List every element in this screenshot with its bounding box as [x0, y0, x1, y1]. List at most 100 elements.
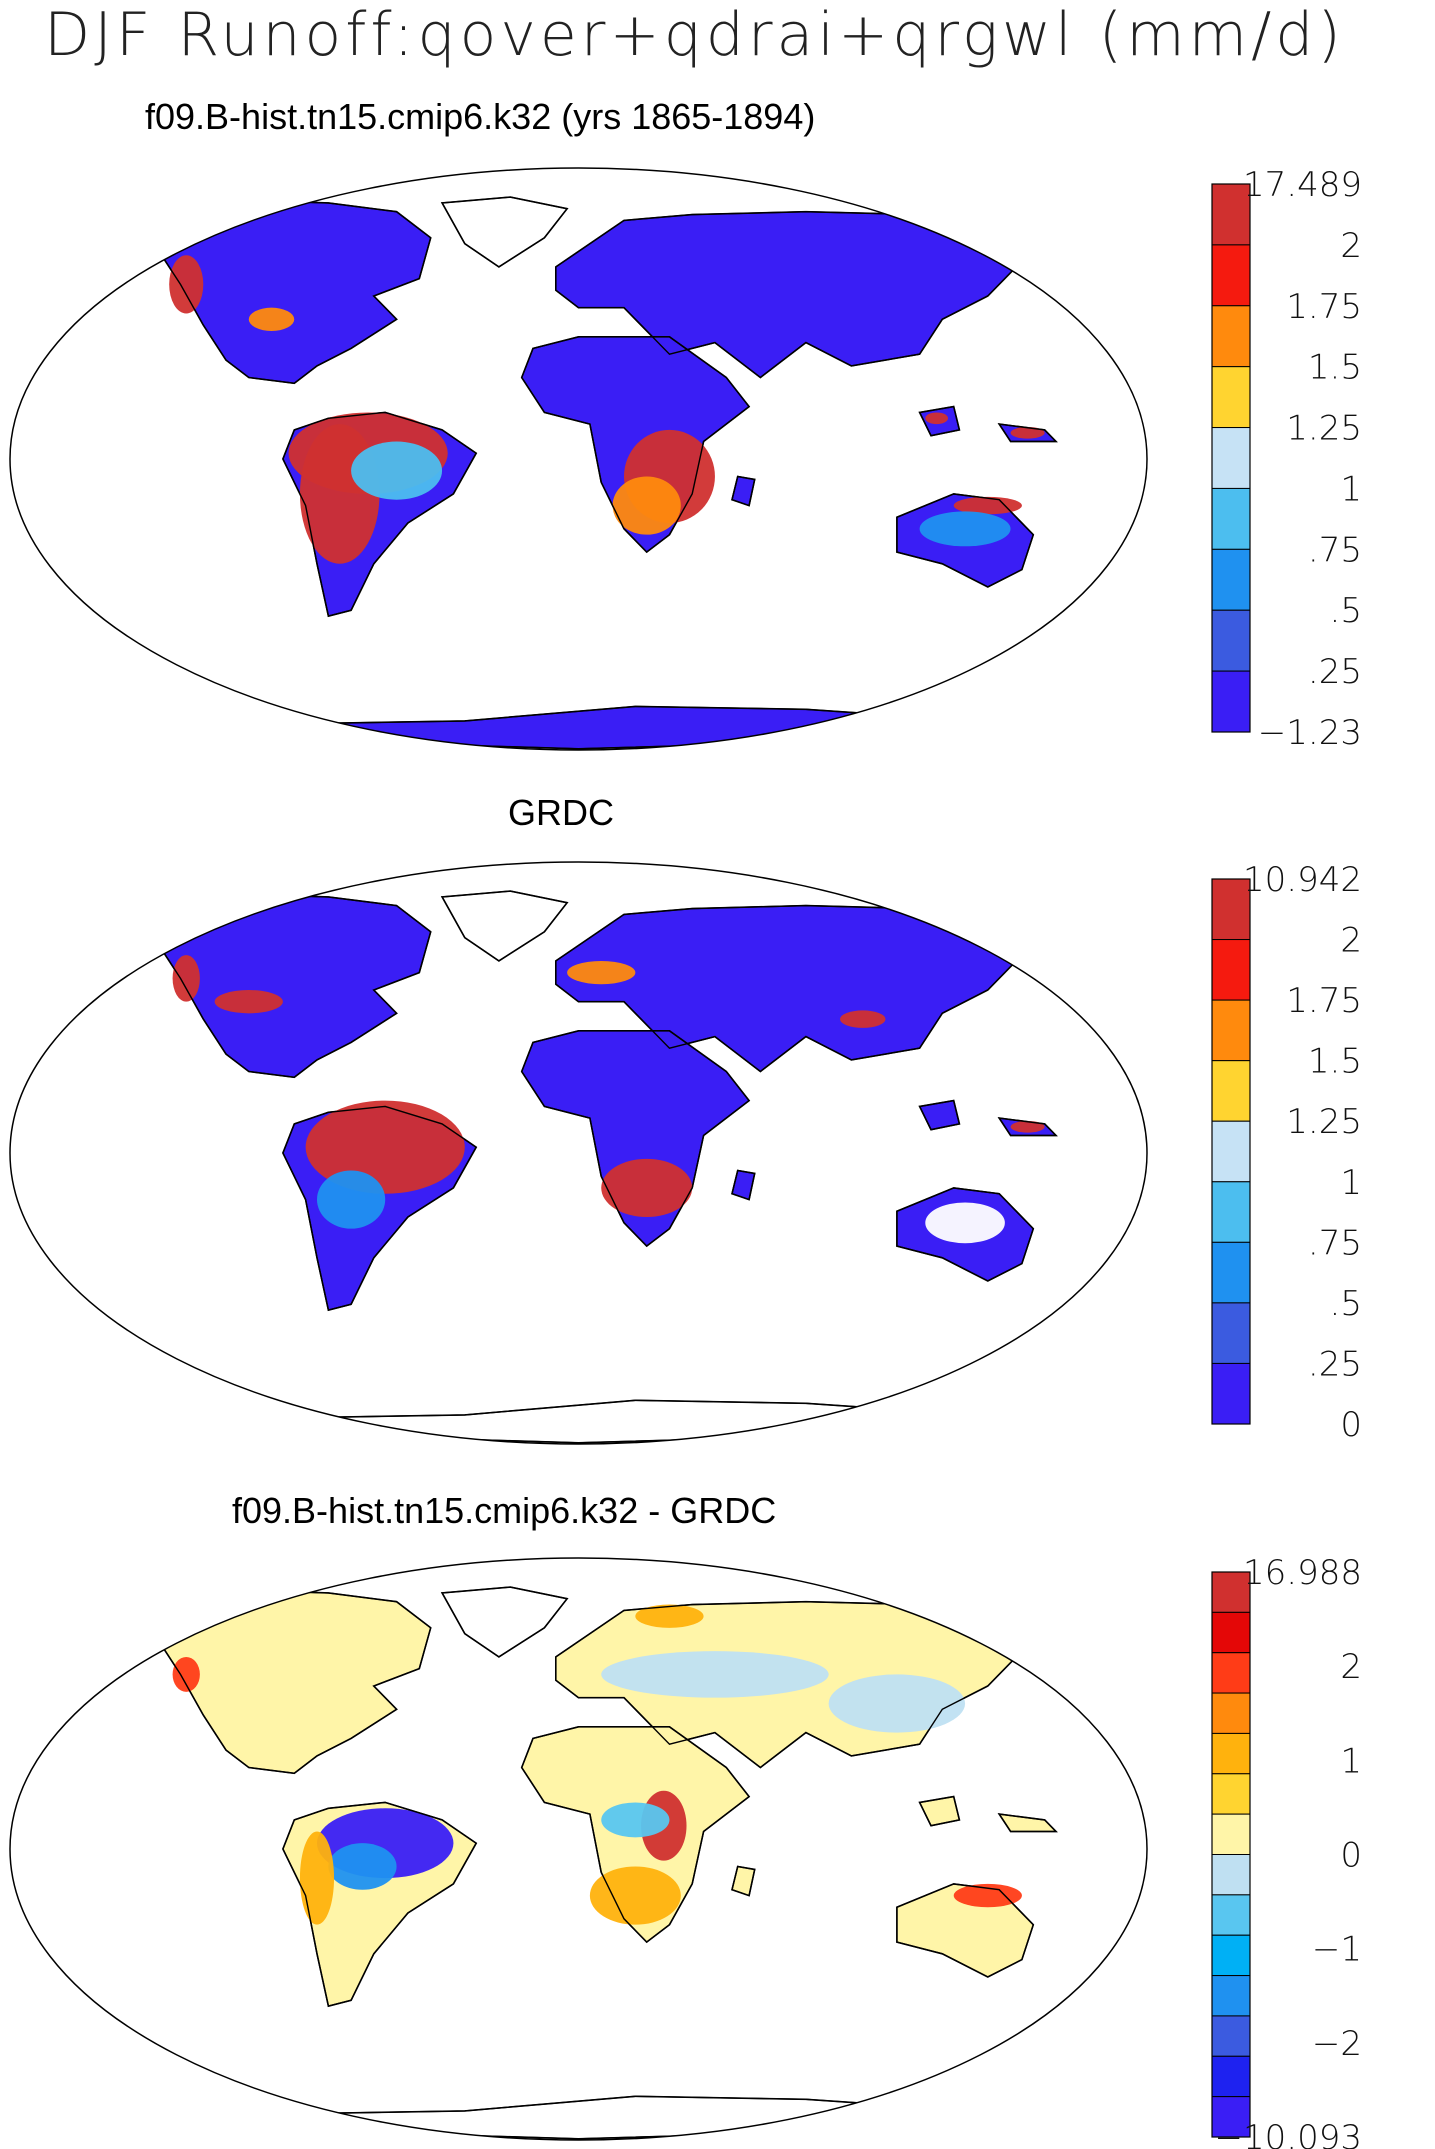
colorbar-swatch	[1211, 548, 1251, 611]
field-andes	[299, 424, 380, 564]
colorbar-swatch	[1211, 305, 1251, 368]
coast-northAmerica	[157, 1589, 432, 1775]
colorbar-swatch	[1211, 1732, 1251, 1775]
map-border	[9, 167, 1148, 751]
colorbar-swatch	[1211, 939, 1251, 1001]
field-amazon-edge	[316, 1170, 386, 1229]
colorbar-swatch	[1211, 1652, 1251, 1694]
map-panel-3	[9, 1557, 1148, 2141]
colorbar-label: −1.23	[1258, 713, 1362, 753]
colorbar-swatch	[1211, 2015, 1251, 2057]
colorbar-swatch	[1211, 366, 1251, 429]
colorbar-swatch	[1211, 670, 1251, 733]
coast-newGuinea	[997, 1117, 1058, 1137]
field-africa-west-neg	[601, 1802, 670, 1838]
map-panel-2	[9, 861, 1148, 1445]
colorbar-label: 1.5	[1308, 348, 1362, 388]
coast-southAmerica	[282, 411, 478, 617]
coast-madagascar	[731, 475, 756, 507]
field-amazon-mid	[351, 441, 443, 500]
colorbar-label: 1.75	[1286, 981, 1362, 1021]
colorbar-label: .75	[1308, 1223, 1362, 1263]
coast-borneo	[918, 405, 961, 437]
colorbar-label: .25	[1308, 652, 1362, 692]
colorbar-swatch	[1211, 1241, 1251, 1304]
coast-eurasia	[555, 1600, 1023, 1769]
colorbar-frame	[1211, 183, 1251, 733]
coast-africa	[520, 336, 751, 554]
colorbar-label: 1.25	[1286, 1102, 1362, 1142]
coast-newGuinea	[997, 423, 1058, 443]
colorbar-swatch	[1211, 427, 1251, 489]
colorbar-frame	[1211, 878, 1251, 1425]
coast-greenland	[440, 1586, 569, 1658]
map-border	[9, 861, 1148, 1445]
land-antarctica	[123, 1399, 1057, 1444]
coast-newGuinea	[997, 1813, 1058, 1833]
colorbar-swatch	[1211, 1692, 1251, 1734]
colorbar-swatch	[1211, 1302, 1251, 1364]
coast-northAmerica	[157, 199, 432, 385]
colorbar-swatch	[1211, 609, 1251, 672]
field-amazon-neg-2	[328, 1843, 397, 1890]
colorbar-label: 17.489	[1243, 165, 1362, 205]
colorbar-swatch	[1211, 1854, 1251, 1896]
colorbar-label: .5	[1330, 1284, 1362, 1324]
coast-madagascar	[731, 1169, 756, 1201]
colorbar-label: −2	[1312, 2024, 1362, 2064]
colorbar-label: −1	[1312, 1930, 1362, 1970]
field-india-ne	[840, 1010, 886, 1028]
colorbar-label: 1	[1340, 1163, 1362, 1203]
colorbar-swatch	[1211, 1060, 1251, 1122]
colorbar-label: 1	[1340, 1741, 1362, 1781]
coast-madagascar	[731, 1865, 756, 1897]
colorbar-swatch	[1211, 999, 1251, 1062]
colorbar-label: 2	[1340, 226, 1362, 266]
colorbar-swatch	[1211, 1934, 1251, 1977]
field-australia-white	[925, 1202, 1005, 1244]
field-andes-pos	[299, 1831, 335, 1925]
colorbar-3: 16.988 2 1 0 −1 −2 −10.093	[1211, 1553, 1362, 2149]
panel-3-title: f09.B-hist.tn15.cmip6.k32 - GRDC	[232, 1490, 777, 1531]
land-antarctica	[123, 2095, 1057, 2140]
panel-2-title: GRDC	[508, 792, 614, 833]
coast-borneo	[918, 1795, 961, 1827]
field-asia-neg	[828, 1674, 966, 1733]
colorbar-swatch	[1211, 487, 1251, 550]
field-borneo-red	[925, 412, 949, 425]
coast-southAmerica	[282, 1801, 478, 2007]
colorbar-label: 0	[1340, 1836, 1362, 1876]
coast-greenland	[440, 196, 569, 268]
coast-australia	[896, 1187, 1035, 1282]
map-panel-1	[9, 167, 1148, 751]
colorbar-swatch	[1211, 1813, 1251, 1855]
field-pacific-nw	[172, 955, 200, 1002]
coast-australia	[896, 493, 1035, 588]
colorbar-swatch	[1211, 244, 1251, 307]
colorbar-label: −10.093	[1215, 2118, 1362, 2149]
land-northAmerica	[156, 1589, 432, 1775]
coast-greenland	[440, 890, 569, 962]
colorbar-label: .75	[1308, 530, 1362, 570]
coast-borneo	[918, 1099, 961, 1131]
colorbar-swatch	[1211, 878, 1251, 941]
field-pacific-nw-pos	[172, 1656, 200, 1692]
colorbar-swatch	[1211, 1611, 1251, 1654]
coast-africa	[520, 1030, 751, 1248]
field-us-east	[248, 307, 295, 331]
field-amazon	[305, 1100, 465, 1194]
field-australia-north	[953, 496, 1022, 515]
field-australia-mid	[919, 511, 1011, 547]
colorbar-label: .25	[1308, 1344, 1362, 1384]
colorbar-label: 2	[1340, 1647, 1362, 1687]
colorbar-label: 2	[1340, 921, 1362, 961]
colorbar-swatch	[1211, 1181, 1251, 1243]
colorbar-swatch	[1211, 1120, 1251, 1183]
field-europe-south	[567, 960, 636, 985]
coast-eurasia	[555, 210, 1023, 379]
colorbar-swatch	[1211, 1362, 1251, 1425]
field-australia-north-pos	[953, 1883, 1022, 1908]
